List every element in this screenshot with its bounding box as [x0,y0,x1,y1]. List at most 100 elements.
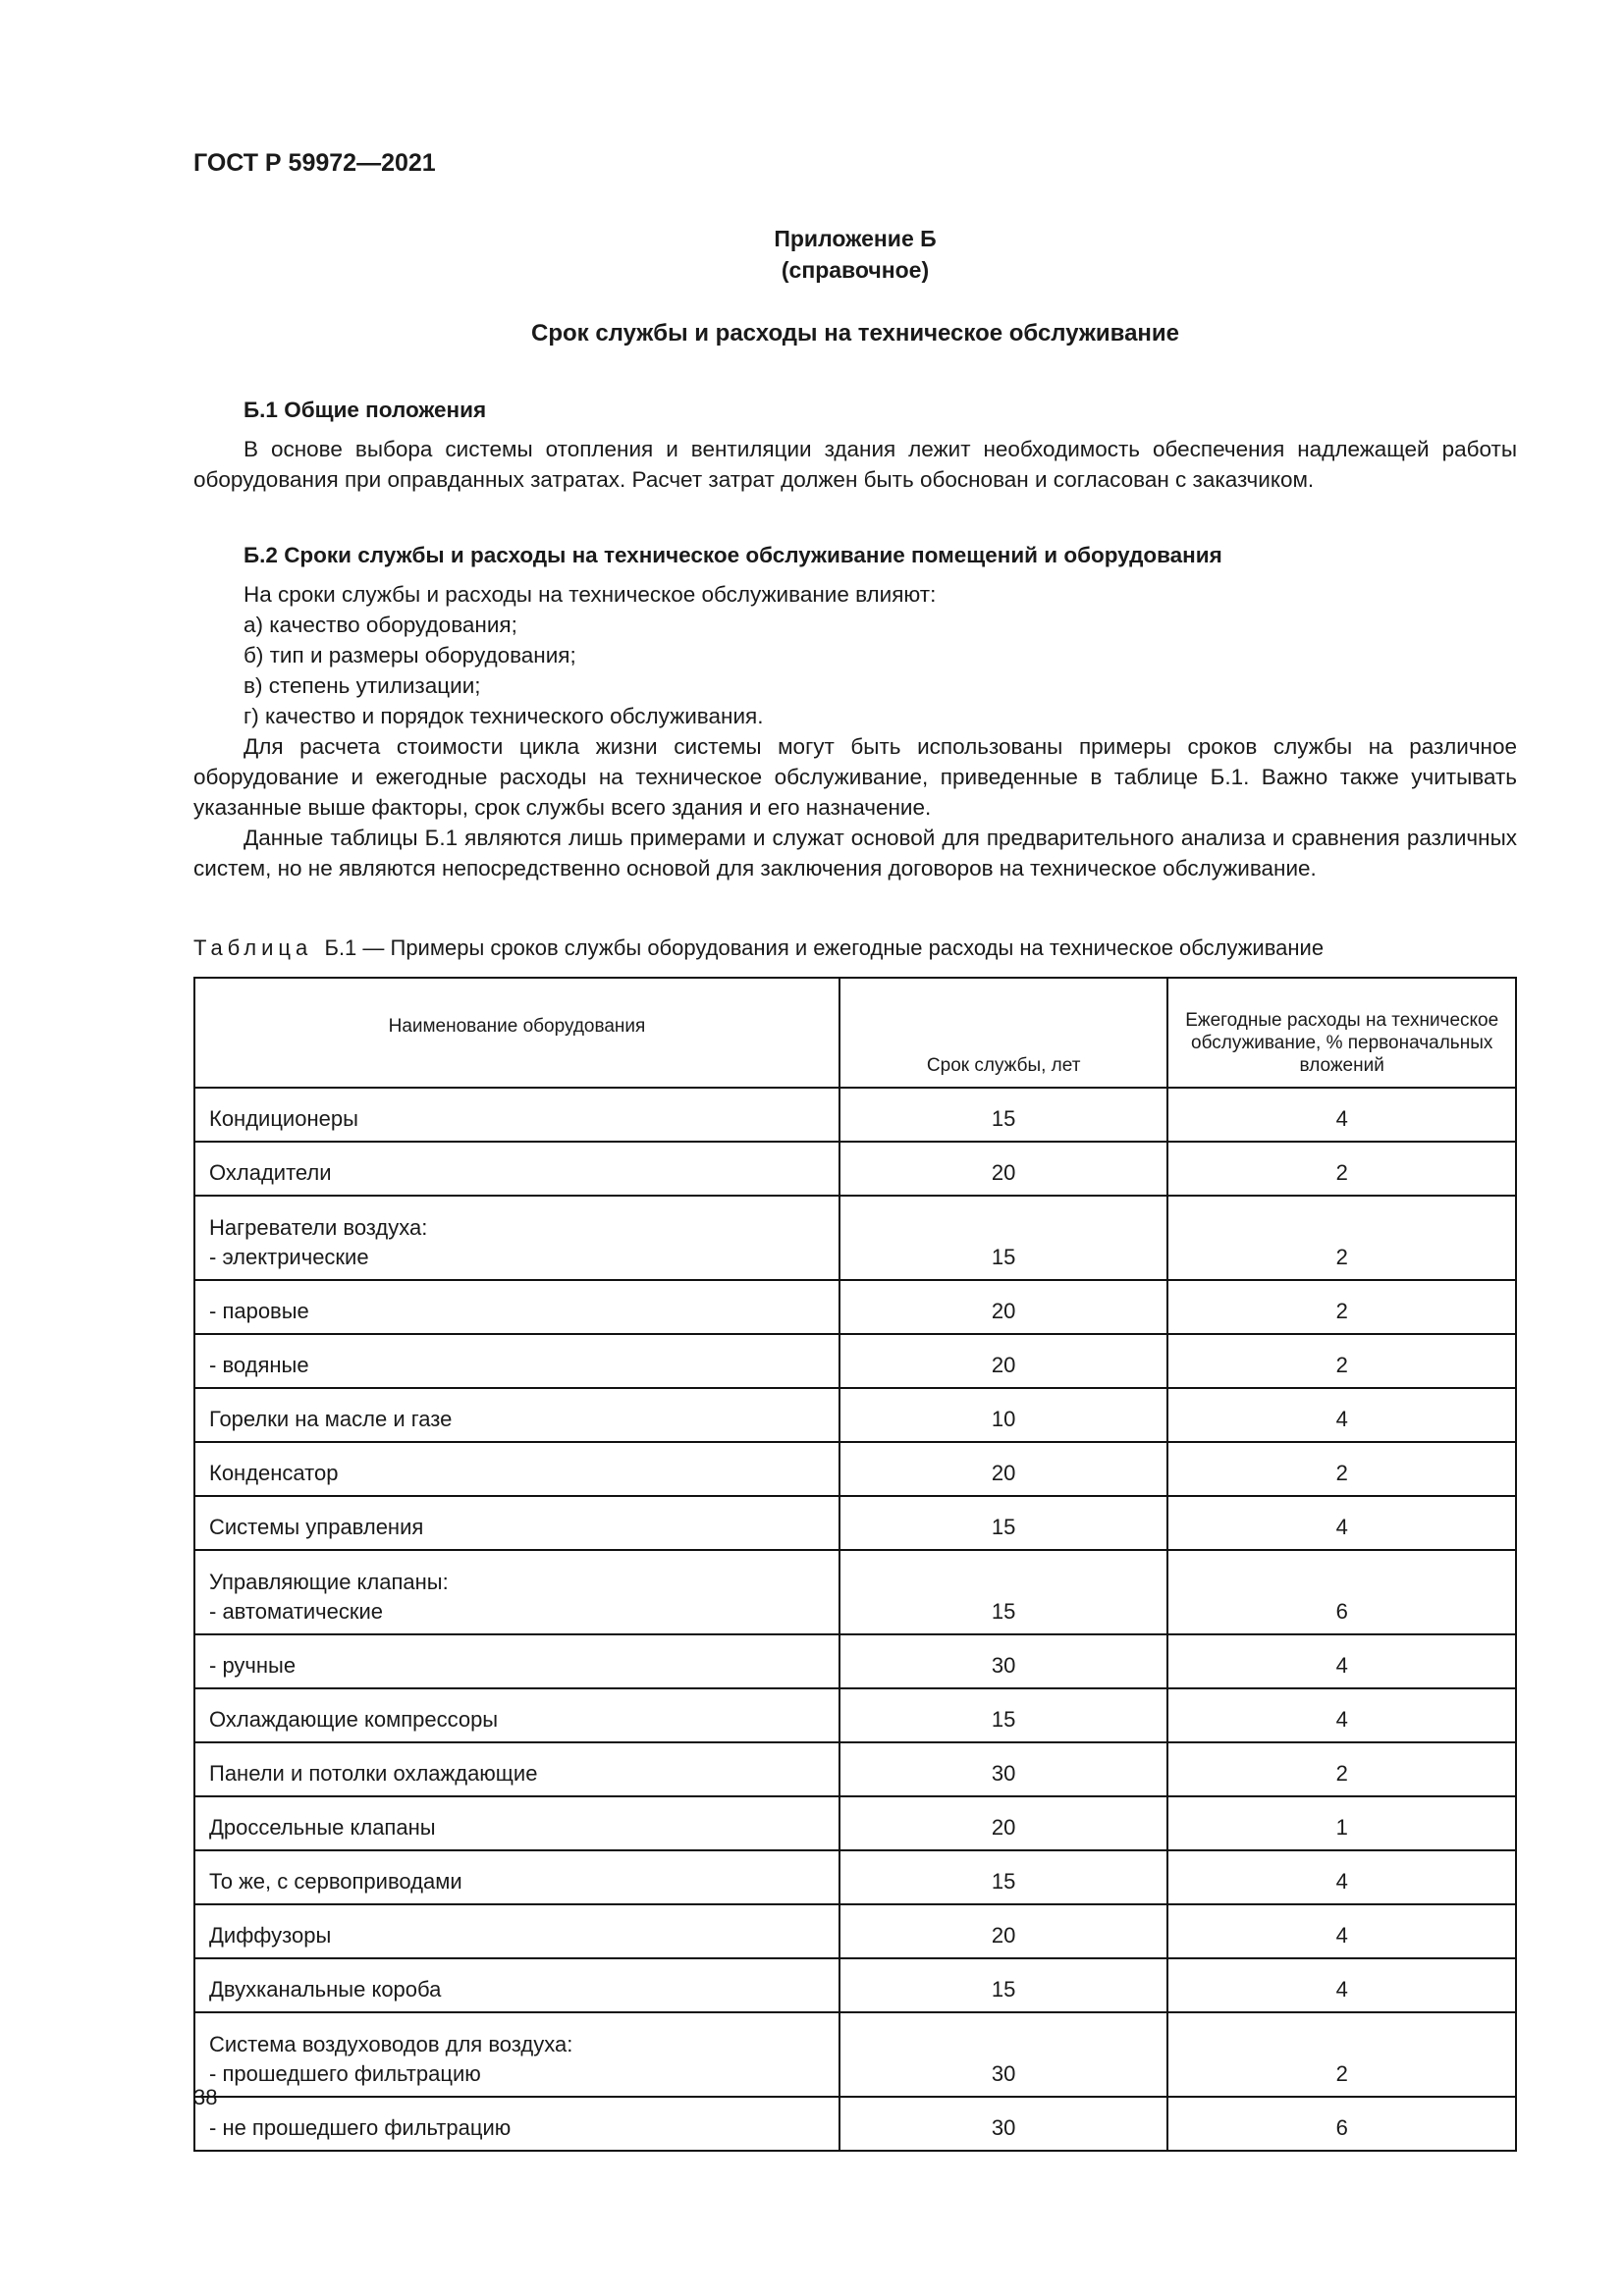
cell-maintenance-cost: 2 [1166,1279,1517,1335]
table-caption: Таблица Б.1 — Примеры сроков службы обор… [193,935,1324,961]
section-2-heading: Б.2 Сроки службы и расходы на техническо… [244,543,1222,567]
cell-service-life: 15 [838,1957,1169,2013]
table-header-row: Наименование оборудования Срок службы, л… [193,977,1517,1089]
cell-service-life: 20 [838,1279,1169,1335]
cell-equipment-name: Дроссельные клапаны [193,1795,840,1851]
paragraph: Для расчета стоимости цикла жизни систем… [193,734,1517,820]
cell-service-life: 15 [838,1087,1169,1143]
cell-service-life: 30 [838,1633,1169,1689]
equipment-name: Конденсатор [209,1461,339,1485]
table-row: - не прошедшего фильтрацию 30 6 [193,2096,1517,2152]
cell-maintenance-cost: 2 [1166,1195,1517,1281]
cell-equipment-name: Нагреватели воздуха: - электрические [193,1195,840,1281]
table-row: - ручные 30 4 [193,1633,1517,1689]
cell-maintenance-cost: 4 [1166,1957,1517,2013]
cell-service-life: 15 [838,1549,1169,1635]
equipment-group: Система воздуховодов для воздуха: [209,2032,573,2056]
column-header-name: Наименование оборудования [193,977,840,1089]
equipment-name: Двухканальные короба [209,1977,442,2002]
list-item: г) качество и порядок технического обслу… [244,704,764,728]
equipment-name: - не прошедшего фильтрацию [209,2115,512,2140]
table-row: Дроссельные клапаны 20 1 [193,1795,1517,1851]
list-item: б) тип и размеры оборудования; [244,643,576,667]
cell-maintenance-cost: 6 [1166,1549,1517,1635]
cell-service-life: 20 [838,1903,1169,1959]
table-row: Управляющие клапаны: - автоматические 15 6 [193,1549,1517,1635]
equipment-name: - водяные [209,1353,309,1377]
cell-service-life: 20 [838,1441,1169,1497]
page-number: 38 [193,2085,218,2109]
cell-maintenance-cost: 2 [1166,1333,1517,1389]
equipment-name: Охладители [209,1160,332,1185]
table-row: Двухканальные короба 15 4 [193,1957,1517,2013]
cell-service-life: 30 [838,2011,1169,2098]
cell-maintenance-cost: 1 [1166,1795,1517,1851]
equipment-name: Диффузоры [209,1923,332,1948]
paragraph: На сроки службы и расходы на техническое… [244,582,937,607]
cell-service-life: 30 [838,2096,1169,2152]
table-row: Система воздуховодов для воздуха: - проше… [193,2011,1517,2098]
cell-equipment-name: Охладители [193,1141,840,1197]
equipment-name: - электрические [209,1245,369,1269]
cell-service-life: 15 [838,1195,1169,1281]
cell-equipment-name: То же, с сервоприводами [193,1849,840,1905]
cell-equipment-name: Система воздуховодов для воздуха: - проше… [193,2011,840,2098]
table-row: Системы управления 15 4 [193,1495,1517,1551]
equipment-table: Наименование оборудования Срок службы, л… [193,977,1517,2152]
cell-equipment-name: Конденсатор [193,1441,840,1497]
column-header-life: Срок службы, лет [838,977,1169,1089]
cell-equipment-name: Горелки на масле и газе [193,1387,840,1443]
cell-equipment-name: Кондиционеры [193,1087,840,1143]
cell-equipment-name: - паровые [193,1279,840,1335]
cell-maintenance-cost: 6 [1166,2096,1517,2152]
equipment-name: - паровые [209,1299,309,1323]
cell-service-life: 20 [838,1141,1169,1197]
cell-maintenance-cost: 2 [1166,2011,1517,2098]
table-row: - водяные 20 2 [193,1333,1517,1389]
equipment-name: То же, с сервоприводами [209,1869,462,1894]
cell-maintenance-cost: 4 [1166,1087,1517,1143]
paragraph: Данные таблицы Б.1 являются лишь примера… [193,826,1517,881]
table-row: Кондиционеры 15 4 [193,1087,1517,1143]
list-item: в) степень утилизации; [244,673,481,698]
equipment-name: - прошедшего фильтрацию [209,2061,481,2086]
equipment-group: Управляющие клапаны: [209,1570,449,1594]
equipment-group: Нагреватели воздуха: [209,1215,428,1240]
cell-equipment-name: Охлаждающие компрессоры [193,1687,840,1743]
table-caption-text: Б.1 — Примеры сроков службы оборудования… [324,935,1325,960]
cell-maintenance-cost: 2 [1166,1741,1517,1797]
table-caption-label: Таблица [193,935,313,960]
cell-equipment-name: Двухканальные короба [193,1957,840,2013]
table-row: Панели и потолки охлаждающие 30 2 [193,1741,1517,1797]
cell-maintenance-cost: 4 [1166,1633,1517,1689]
appendix-subtitle: (справочное) [781,257,930,283]
cell-service-life: 10 [838,1387,1169,1443]
table-row: Охладители 20 2 [193,1141,1517,1197]
table-row: Охлаждающие компрессоры 15 4 [193,1687,1517,1743]
cell-service-life: 20 [838,1795,1169,1851]
cell-maintenance-cost: 4 [1166,1387,1517,1443]
cell-maintenance-cost: 4 [1166,1687,1517,1743]
table-row: Конденсатор 20 2 [193,1441,1517,1497]
cell-equipment-name: Системы управления [193,1495,840,1551]
cell-service-life: 15 [838,1849,1169,1905]
column-header-cost: Ежегодные расходы на техническое обслужи… [1166,977,1517,1089]
cell-equipment-name: - водяные [193,1333,840,1389]
section-1-heading: Б.1 Общие положения [244,398,487,422]
section-1-text: В основе выбора системы отопления и вент… [193,434,1517,495]
cell-maintenance-cost: 4 [1166,1903,1517,1959]
appendix-title: Приложение Б [774,226,937,251]
cell-maintenance-cost: 4 [1166,1495,1517,1551]
table-row: Диффузоры 20 4 [193,1903,1517,1959]
cell-equipment-name: Управляющие клапаны: - автоматические [193,1549,840,1635]
equipment-name: - автоматические [209,1599,384,1624]
equipment-name: Охлаждающие компрессоры [209,1707,499,1732]
list-item: а) качество оборудования; [244,613,517,637]
equipment-name: Панели и потолки охлаждающие [209,1761,538,1786]
equipment-name: - ручные [209,1653,297,1678]
cell-equipment-name: Диффузоры [193,1903,840,1959]
cell-equipment-name: - ручные [193,1633,840,1689]
equipment-name: Дроссельные клапаны [209,1815,436,1840]
table-row: Нагреватели воздуха: - электрические 15 2 [193,1195,1517,1281]
document-id: ГОСТ Р 59972—2021 [193,149,436,177]
